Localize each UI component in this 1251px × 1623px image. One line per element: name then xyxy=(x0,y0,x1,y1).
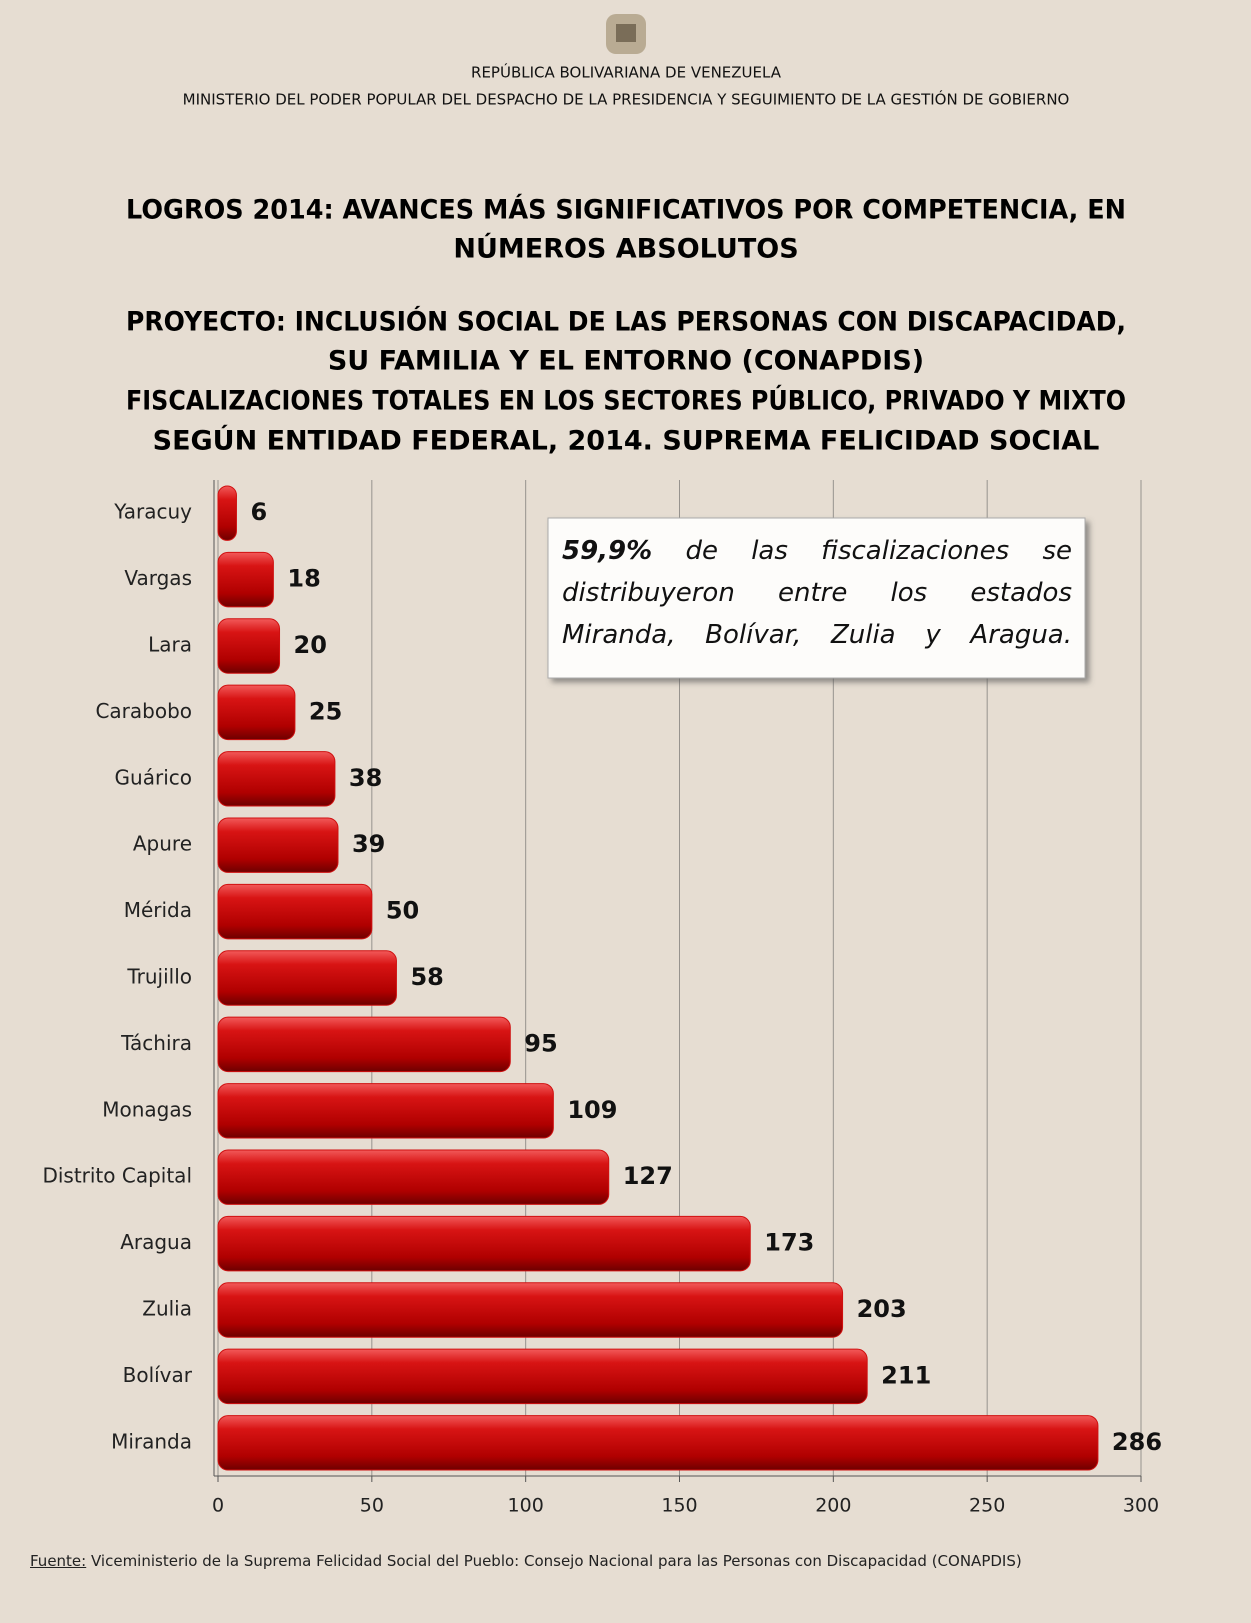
y-tick-label: Zulia xyxy=(142,1297,192,1321)
value-label: 58 xyxy=(410,963,443,991)
bar xyxy=(217,1348,868,1405)
source-body: Viceministerio de la Suprema Felicidad S… xyxy=(91,1552,1022,1570)
annotation-text: 59,9% de las fiscalizaciones se distribu… xyxy=(562,530,1072,656)
bar xyxy=(217,1083,554,1139)
bar xyxy=(217,817,339,873)
annotation-highlight: 59,9% xyxy=(562,536,653,566)
emblem xyxy=(606,14,646,54)
x-tick-label: 250 xyxy=(969,1495,1005,1517)
value-label: 25 xyxy=(309,697,342,725)
x-tick-label: 150 xyxy=(661,1495,697,1517)
source-label: Fuente: xyxy=(30,1552,87,1570)
y-tick-label: Aragua xyxy=(120,1230,192,1254)
bar xyxy=(217,618,281,674)
bar xyxy=(217,1149,610,1205)
y-tick-label: Lara xyxy=(148,633,192,657)
title: NÚMEROS ABSOLUTOS xyxy=(453,233,798,265)
x-tick-label: 100 xyxy=(508,1495,544,1517)
value-label: 50 xyxy=(386,897,419,925)
value-label: 203 xyxy=(857,1295,907,1323)
bar xyxy=(217,1016,511,1073)
x-tick-label: 300 xyxy=(1123,1495,1159,1517)
value-label: 6 xyxy=(250,498,267,526)
subtitle: SU FAMILIA Y EL ENTORNO (CONAPDIS) xyxy=(328,346,924,377)
annotation-box xyxy=(547,517,1086,679)
value-label: 127 xyxy=(623,1162,673,1190)
y-tick-label: Apure xyxy=(133,832,192,856)
subtitle: PROYECTO: INCLUSIÓN SOCIAL DE LAS PERSON… xyxy=(126,306,1126,338)
bar xyxy=(217,684,296,741)
y-tick-label: Miranda xyxy=(111,1429,192,1453)
annotation: 59,9% de las fiscalizaciones se distribu… xyxy=(562,530,1072,656)
value-label: 18 xyxy=(287,565,320,593)
value-label: 38 xyxy=(349,764,382,792)
value-label: 109 xyxy=(567,1096,617,1124)
title: LOGROS 2014: AVANCES MÁS SIGNIFICATIVOS … xyxy=(126,194,1126,226)
x-tick-label: 200 xyxy=(815,1495,851,1517)
bar xyxy=(217,1282,844,1338)
value-label: 173 xyxy=(764,1229,814,1257)
bar xyxy=(217,485,237,541)
subtitle: SEGÚN ENTIDAD FEDERAL, 2014. SUPREMA FEL… xyxy=(153,425,1100,457)
value-label: 95 xyxy=(524,1029,557,1057)
x-tick-label: 0 xyxy=(212,1495,224,1517)
y-tick-label: Bolívar xyxy=(123,1363,193,1387)
header-ministry: MINISTERIO DEL PODER POPULAR DEL DESPACH… xyxy=(183,90,1070,109)
y-tick-label: Guárico xyxy=(115,765,192,789)
y-tick-label: Trujillo xyxy=(126,965,192,989)
value-label: 39 xyxy=(352,830,385,858)
bar xyxy=(217,883,373,940)
subtitle: FISCALIZACIONES TOTALES EN LOS SECTORES … xyxy=(126,385,1126,417)
source-text: Fuente: Viceministerio de la Suprema Fel… xyxy=(30,1548,1220,1574)
y-tick-label: Mérida xyxy=(124,898,192,922)
y-tick-label: Yaracuy xyxy=(113,500,192,524)
value-label: 20 xyxy=(294,631,327,659)
bar xyxy=(217,751,336,807)
value-label: 286 xyxy=(1112,1428,1162,1456)
bar xyxy=(217,551,274,608)
y-tick-label: Carabobo xyxy=(95,699,192,723)
bar xyxy=(217,1415,1099,1471)
bar xyxy=(217,1215,751,1272)
y-tick-label: Monagas xyxy=(102,1097,192,1121)
annotation-body: de las fiscalizaciones se distribuyeron … xyxy=(562,536,1072,650)
y-tick-label: Táchira xyxy=(120,1031,192,1055)
y-tick-label: Distrito Capital xyxy=(42,1164,192,1188)
source: Fuente: Viceministerio de la Suprema Fel… xyxy=(30,1548,1220,1574)
plot: 0 50 100 150 200 250 300 Yaracuy 6 Vargas 18 Lara 20… xyxy=(42,480,1162,1517)
x-tick-label: 50 xyxy=(360,1495,384,1517)
bar xyxy=(217,950,397,1006)
y-tick-label: Vargas xyxy=(124,566,192,590)
value-label: 211 xyxy=(881,1361,931,1389)
header-country: REPÚBLICA BOLIVARIANA DE VENEZUELA xyxy=(471,63,782,82)
